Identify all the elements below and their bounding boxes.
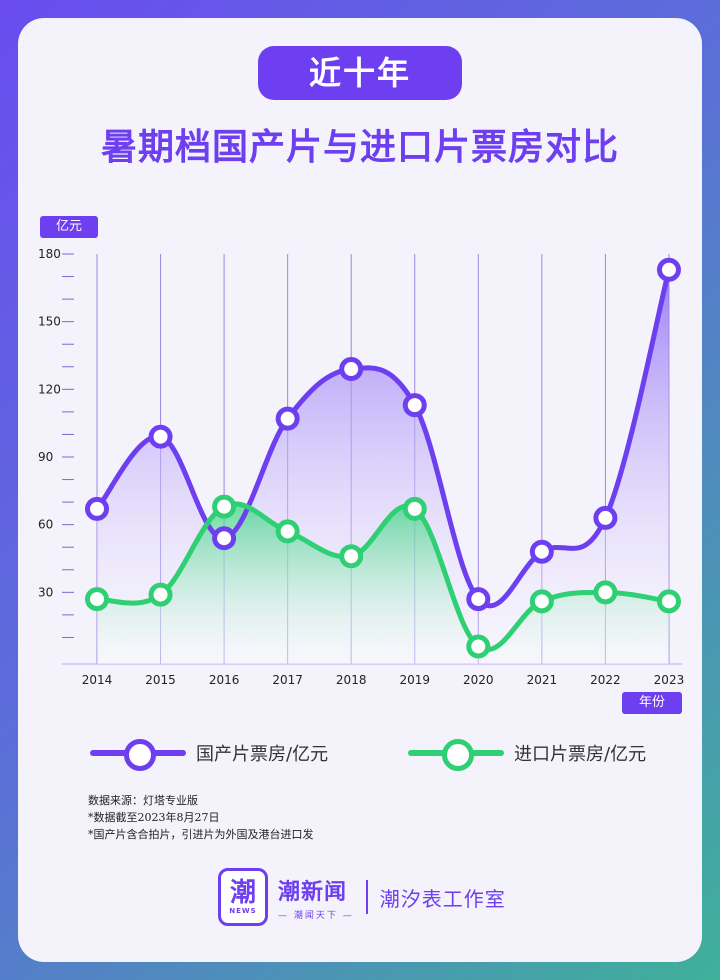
brand-name: 潮新闻 bbox=[278, 879, 348, 905]
point-domestic-2022 bbox=[593, 505, 618, 530]
point-domestic-2017 bbox=[275, 406, 300, 431]
x-tick-label-2020: 2020 bbox=[463, 673, 494, 687]
y-tick-label: 60 bbox=[38, 518, 53, 532]
brand-slogan: — 潮闻天下 — bbox=[278, 910, 354, 921]
point-domestic-2021 bbox=[529, 539, 554, 564]
x-tick-label-2021: 2021 bbox=[527, 673, 558, 687]
point-domestic-2016 bbox=[212, 526, 237, 551]
point-domestic-2023 bbox=[656, 257, 681, 282]
note-source: 数据来源：灯塔专业版 bbox=[88, 794, 198, 807]
pill-title: 近十年 bbox=[258, 46, 462, 100]
x-tick-label-2017: 2017 bbox=[272, 673, 303, 687]
legend-domestic-symbol bbox=[90, 736, 186, 771]
y-tick-label: 180 bbox=[38, 247, 61, 261]
point-domestic-2019 bbox=[402, 393, 427, 418]
point-imported-2020 bbox=[466, 634, 491, 659]
brand-divider bbox=[365, 880, 368, 914]
legend-imported: 进口片票房/亿元 bbox=[408, 736, 647, 771]
y-tick-label: 150 bbox=[38, 315, 61, 329]
line-chart: 30 60 90 120 150 180 2014 2015 2016 2017 2018 2019 2… bbox=[38, 247, 685, 687]
series-area-imported bbox=[97, 503, 669, 664]
legend-domestic-label: 国产片票房/亿元 bbox=[196, 744, 329, 765]
point-imported-2019 bbox=[402, 496, 427, 521]
note-definition: *国产片含合拍片，引进片为外国及港台进口发 bbox=[88, 828, 314, 841]
point-imported-2022 bbox=[593, 580, 618, 605]
brand-logo: 潮 NEWS bbox=[218, 868, 268, 926]
x-tick-label-2015: 2015 bbox=[145, 673, 176, 687]
brand-footer: 潮 NEWS 潮新闻 — 潮闻天下 — 潮汐表工作室 bbox=[218, 868, 506, 926]
x-tick-label-2016: 2016 bbox=[209, 673, 240, 687]
page-title: 暑期档国产片与进口片票房对比 bbox=[100, 127, 619, 168]
note-cutoff: *数据截至2023年8月27日 bbox=[88, 811, 220, 824]
series-line-imported bbox=[94, 501, 672, 652]
legend-imported-symbol bbox=[408, 736, 504, 771]
point-imported-2023 bbox=[656, 589, 681, 614]
brand-logo-glyph: 潮 bbox=[229, 878, 256, 908]
point-imported-2014 bbox=[85, 587, 109, 612]
y-tick-label: 120 bbox=[38, 382, 61, 396]
point-domestic-2014 bbox=[85, 496, 109, 521]
x-tick-label-2022: 2022 bbox=[590, 673, 621, 687]
y-tick-label: 30 bbox=[38, 585, 53, 599]
y-unit-tag: 亿元 bbox=[40, 216, 98, 238]
point-domestic-2015 bbox=[148, 424, 173, 449]
point-imported-2016 bbox=[212, 494, 237, 519]
legend-domestic: 国产片票房/亿元 bbox=[90, 736, 329, 771]
point-domestic-2018 bbox=[339, 357, 364, 382]
notes: 数据来源：灯塔专业版 *数据截至2023年8月27日 *国产片含合拍片，引进片为… bbox=[88, 792, 314, 843]
y-tick-label: 90 bbox=[38, 450, 53, 464]
x-tick-label-2019: 2019 bbox=[399, 673, 430, 687]
point-imported-2015 bbox=[148, 582, 173, 607]
point-imported-2017 bbox=[275, 519, 300, 544]
x-tick-label-2023: 2023 bbox=[654, 673, 685, 687]
brand-logo-news: NEWS bbox=[229, 907, 257, 915]
brand-studio: 潮汐表工作室 bbox=[379, 886, 506, 911]
point-imported-2018 bbox=[339, 544, 364, 569]
series-line-domestic bbox=[94, 267, 672, 609]
x-tick-label-2018: 2018 bbox=[336, 673, 367, 687]
point-imported-2021 bbox=[529, 589, 554, 614]
x-tick-label-2014: 2014 bbox=[82, 673, 113, 687]
legend-imported-label: 进口片票房/亿元 bbox=[514, 744, 647, 765]
x-unit-tag: 年份 bbox=[622, 692, 682, 714]
point-domestic-2020 bbox=[466, 587, 491, 612]
